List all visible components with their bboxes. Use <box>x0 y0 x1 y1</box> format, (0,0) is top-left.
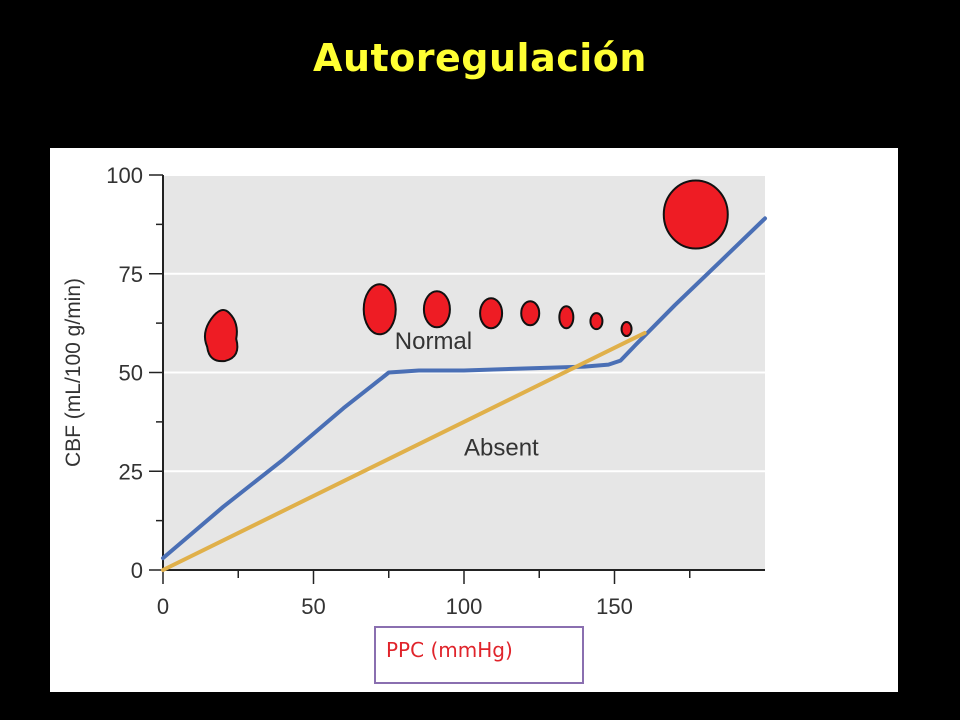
series-line-normal <box>161 216 767 561</box>
y-tick-label: 100 <box>106 163 143 188</box>
ppc-label-box: PPC (mmHg) <box>374 626 584 684</box>
x-tick-label: 100 <box>446 594 483 619</box>
vessel-marker <box>589 312 604 331</box>
annotation-label-normal: Normal <box>395 328 472 355</box>
vessel-marker <box>558 305 575 330</box>
vessel-marker <box>479 297 504 330</box>
slide-title: Autoregulación <box>313 36 647 80</box>
vessel-marker <box>422 290 451 329</box>
y-tick-label: 0 <box>131 558 143 583</box>
x-axis-label: PPC (mmHg) <box>386 638 513 662</box>
y-axis-label: CBF (mL/100 g/min) <box>62 278 85 467</box>
x-tick-label: 50 <box>301 594 325 619</box>
x-tick-label: 0 <box>157 594 169 619</box>
series-line-absent <box>161 331 647 572</box>
vessel-marker <box>362 283 397 336</box>
y-tick-label: 25 <box>119 459 143 484</box>
y-tick-label: 75 <box>119 262 143 287</box>
vessel-marker <box>662 179 729 250</box>
vessel-marker <box>520 300 541 327</box>
chart-figure: 0 25 50 75 100 0 50 100 150 CBF (mL/100 g/min) Nor… <box>50 148 898 692</box>
vessel-marker <box>620 321 633 338</box>
vessel-marker <box>203 309 239 363</box>
x-tick-label: 150 <box>596 594 633 619</box>
annotation-label-absent: Absent <box>464 434 539 461</box>
y-tick-label: 50 <box>119 361 143 386</box>
cbf-chart: 0 25 50 75 100 0 50 100 150 CBF (mL/100 g/min) Nor… <box>62 163 767 619</box>
